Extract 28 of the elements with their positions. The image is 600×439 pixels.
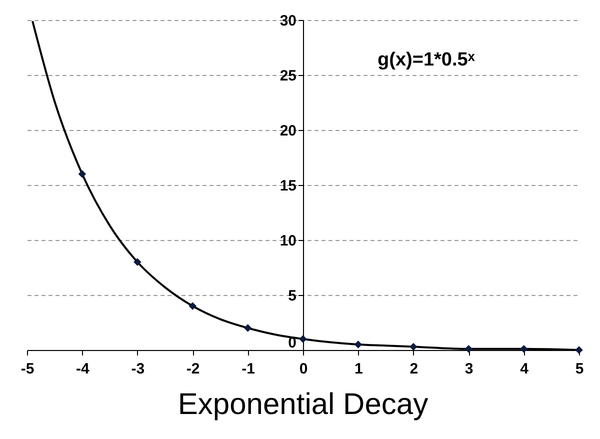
point — [299, 335, 307, 343]
x-tick-label: 5 — [575, 360, 584, 378]
annotation: g(x)=1*0.5ˣ — [378, 50, 475, 71]
point — [410, 342, 418, 351]
y-tick-label: 15 — [280, 178, 296, 194]
x-tick-label: 0 — [299, 360, 308, 378]
y-tick-label: 25 — [280, 68, 296, 84]
point — [354, 340, 362, 348]
y-tick-label: 30 — [280, 12, 296, 30]
text: Exponential Decay — [178, 388, 428, 421]
x-tick-label: 3 — [464, 360, 474, 378]
x-tick-label: 2 — [410, 360, 418, 378]
x-tick-label: -3 — [131, 360, 145, 378]
point — [188, 302, 196, 310]
x-tick-label: -2 — [186, 360, 200, 378]
x-tick-label: 4 — [520, 360, 530, 378]
y-tick-label: 5 — [288, 288, 296, 304]
point — [134, 258, 142, 266]
point — [244, 324, 252, 332]
x-tick-label: -1 — [242, 360, 255, 378]
point — [464, 345, 472, 353]
x-tick-label: 1 — [354, 360, 363, 378]
x-tick-label: -4 — [76, 360, 90, 378]
y-tick-label: 20 — [280, 122, 296, 140]
x-tick-label: -5 — [20, 360, 34, 378]
y-tick-label: 10 — [280, 232, 296, 250]
point — [78, 170, 86, 178]
point — [520, 345, 528, 353]
